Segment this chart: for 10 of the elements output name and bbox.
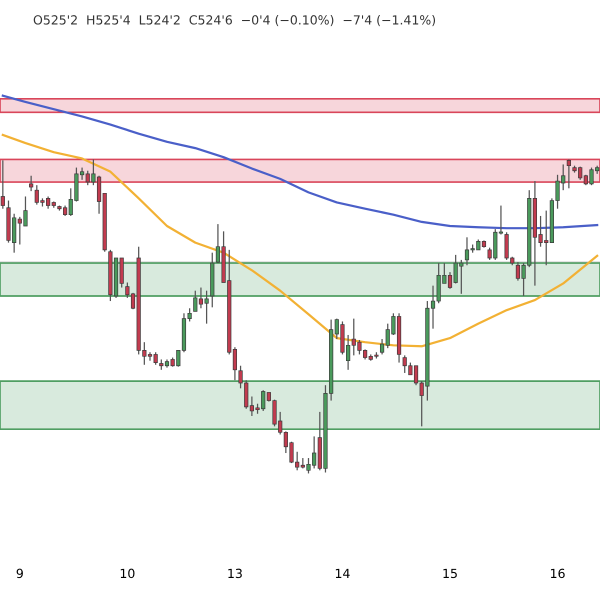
x-tick-label: 10	[120, 568, 134, 578]
x-tick-label: 9	[16, 568, 23, 578]
candlestick	[0, 160, 5, 210]
candlestick	[29, 175, 34, 192]
x-tick-label: 16	[550, 568, 565, 578]
x-tick-label: 14	[336, 568, 350, 578]
x-tick-label: 13	[228, 568, 242, 578]
chart-title: O525'2 H525'4 L524'2 C524'6 −0'4 (−0.10%) −7'4 (−1.41%)	[34, 14, 436, 26]
x-tick-label: 15	[443, 568, 457, 578]
candlestick	[566, 158, 571, 189]
